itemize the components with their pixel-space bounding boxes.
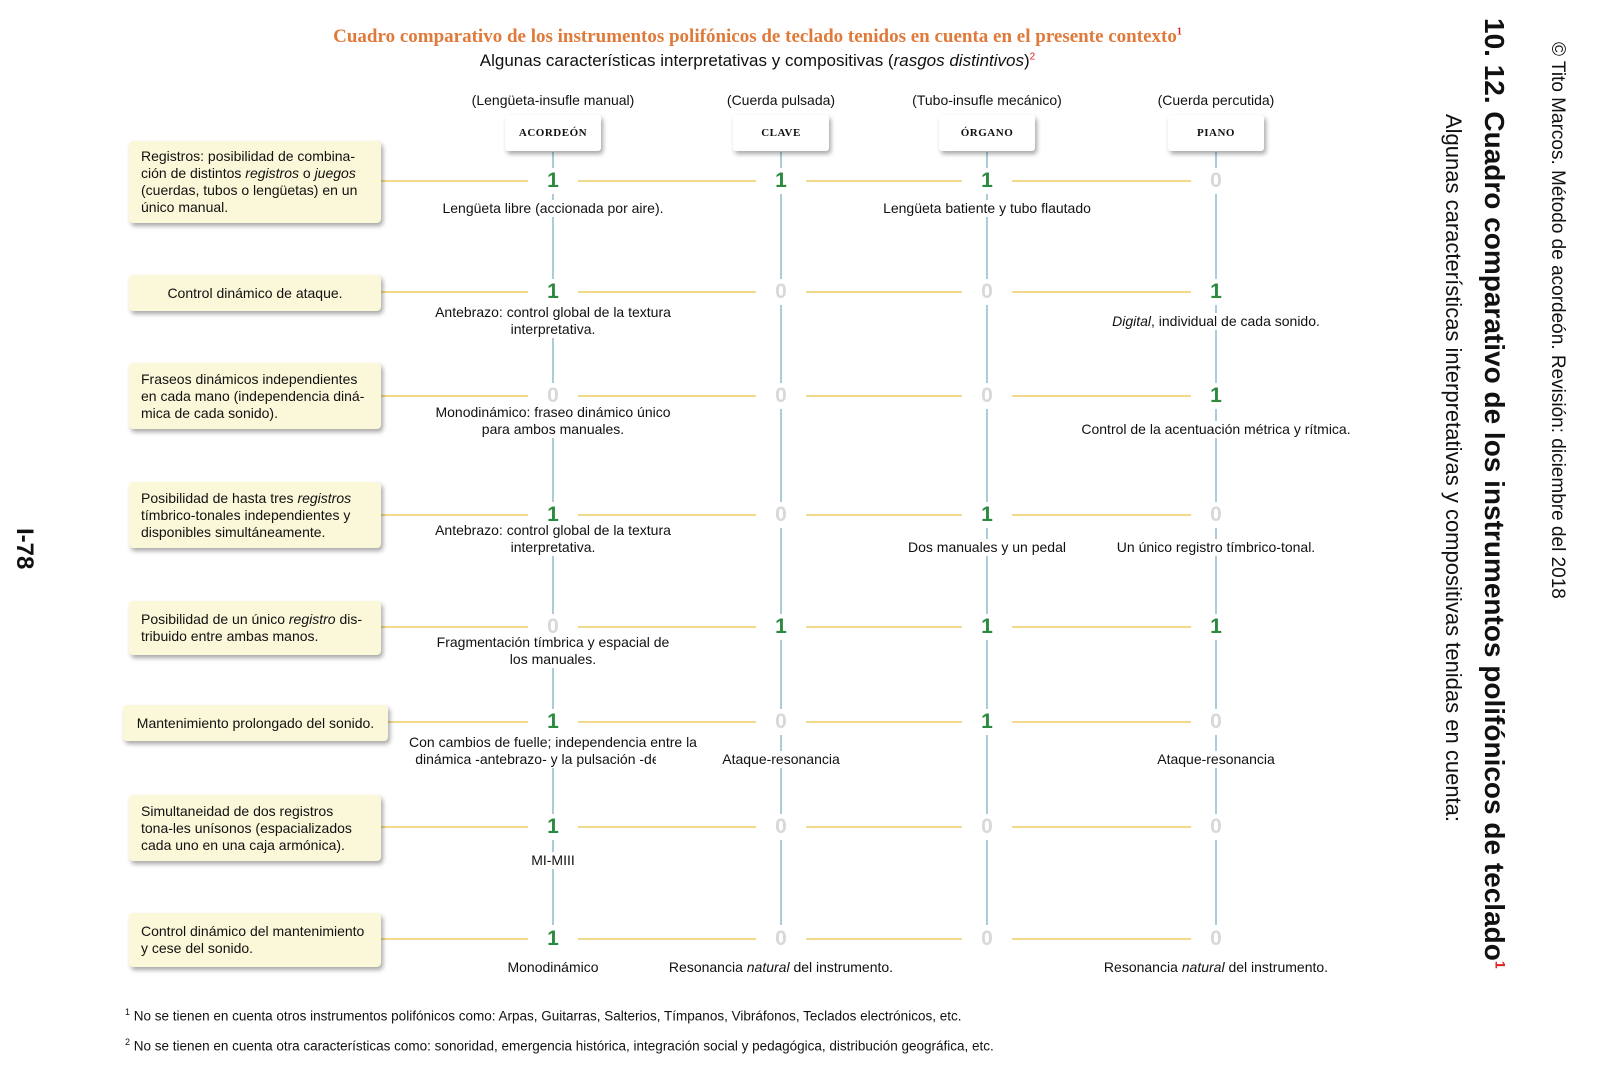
cell-note: Resonancia natural del instrumento. [656,959,906,976]
cell-note: MI-MIII [428,852,678,869]
value-mark: 0 [1191,926,1241,952]
instrument-header-1: ACORDEÓN [505,115,601,151]
value-mark: 0 [756,279,806,305]
footnote-1: 1 No se tienen en cuenta otros instrumen… [125,1007,962,1024]
value-mark: 0 [962,814,1012,840]
page-number: I-78 [11,528,38,570]
cell-note: Lengüeta batiente y tubo flautado [862,200,1112,217]
value-mark: 1 [962,709,1012,735]
instrument-header-2: CLAVE [733,115,829,151]
value-mark: 1 [1191,383,1241,409]
cell-note: Monodinámico: fraseo dinámico único para… [428,404,678,438]
cell-note: Antebrazo: control global de la textura … [428,522,678,556]
value-mark: 0 [756,926,806,952]
instrument-type: (Lengüeta-insufle manual) [471,92,635,108]
value-mark: 0 [1191,814,1241,840]
value-mark: 0 [1191,709,1241,735]
cell-note: Un único registro tímbrico-tonal. [1091,539,1341,556]
value-mark: 1 [528,709,578,735]
cell-note: Digital, individual de cada sonido. [1091,313,1341,330]
condition-label: Simultaneidad de dos registros tona-les … [141,802,352,853]
value-mark: 0 [756,383,806,409]
condition-label: Posibilidad de hasta tres registros tímb… [141,489,352,540]
cell-note: Monodinámico [428,959,678,976]
condition-box: Control dinámico del mantenimiento y ces… [129,913,381,967]
cell-note: Ataque-resonancia [656,751,906,768]
condition-label: Posibilidad de un único registro dis-tri… [141,611,363,644]
value-mark: 0 [756,502,806,528]
condition-label: Fraseos dinámicos independientes en cada… [141,370,365,421]
value-mark: 1 [1191,279,1241,305]
instrument-header-3: ÓRGANO [939,115,1035,151]
value-mark: 0 [962,383,1012,409]
footnote-2: 2 No se tienen en cuenta otra caracterís… [125,1037,994,1054]
condition-label: Mantenimiento prolongado del sonido. [136,714,375,731]
cell-note: Dos manuales y un pedal [862,539,1112,556]
value-mark: 1 [962,168,1012,194]
cell-note: Fragmentación tímbrica y espacial de los… [428,634,678,668]
chart-subtitle: Algunas características interpretativas … [479,51,1036,70]
value-mark: 0 [1191,502,1241,528]
condition-label: Control dinámico del mantenimiento y ces… [141,923,365,956]
column-line [986,152,988,925]
instrument-type: (Tubo-insufle mecánico) [912,92,1062,108]
copyright-text: © Tito Marcos. Método de acordeón. Revis… [1547,42,1568,599]
column-line [780,152,782,925]
value-mark: 1 [962,502,1012,528]
value-mark: 1 [528,279,578,305]
cell-note: Lengüeta libre (accionada por aire). [428,200,678,217]
value-mark: 0 [962,926,1012,952]
value-mark: 1 [756,168,806,194]
cell-note: Con cambios de fuelle; independencia ent… [403,734,703,768]
condition-box: Mantenimiento prolongado del sonido. [123,705,388,741]
value-mark: 1 [528,168,578,194]
instrument-type: (Cuerda percutida) [1157,92,1275,108]
condition-box: Registros: posibilidad de combina-ción d… [129,141,381,223]
value-mark: 0 [962,279,1012,305]
instrument-header-4: PIANO [1168,115,1264,151]
value-mark: 1 [528,926,578,952]
value-mark: 1 [756,614,806,640]
condition-box: Posibilidad de hasta tres registros tímb… [129,482,381,548]
value-mark: 0 [1191,168,1241,194]
condition-box: Posibilidad de un único registro dis-tri… [129,601,381,655]
condition-box: Fraseos dinámicos independientes en cada… [129,363,381,429]
condition-box: Control dinámico de ataque. [129,275,381,311]
condition-box: Simultaneidad de dos registros tona-les … [129,795,381,861]
cell-note: Ataque-resonancia [1091,751,1341,768]
value-mark: 0 [756,709,806,735]
cell-note: Resonancia natural del instrumento. [1091,959,1341,976]
side-heading: 10. 12. Cuadro comparativo de los instru… [1479,18,1510,969]
value-mark: 0 [756,814,806,840]
instrument-type: (Cuerda pulsada) [726,92,836,108]
condition-label: Control dinámico de ataque. [167,284,343,301]
side-subheading: Algunas características interpretativas … [1441,114,1466,823]
value-mark: 1 [962,614,1012,640]
chart-title: Cuadro comparativo de los instrumentos p… [333,26,1182,47]
condition-label: Registros: posibilidad de combina-ción d… [141,148,358,215]
cell-note: Antebrazo: control global de la textura … [428,304,678,338]
cell-note: Control de la acentuación métrica y rítm… [1066,421,1366,438]
value-mark: 1 [528,814,578,840]
value-mark: 1 [1191,614,1241,640]
column-line [1215,152,1217,925]
